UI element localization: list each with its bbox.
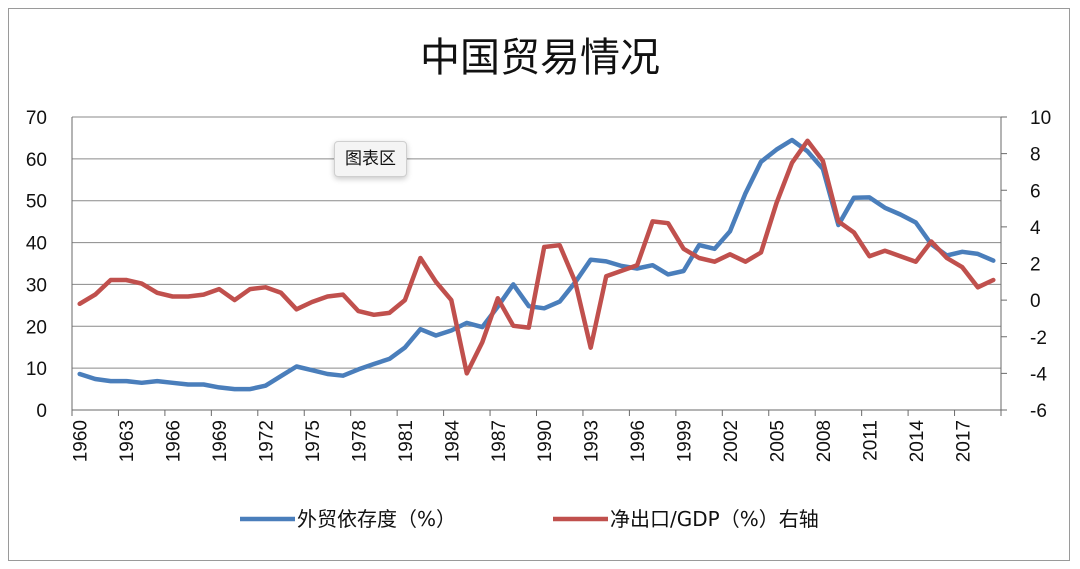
left-tick-label: 10 <box>26 359 47 380</box>
x-tick-label: 1972 <box>257 420 278 462</box>
x-tick-label: 1984 <box>442 420 463 463</box>
right-axis-ticks: -6 -4 -2 0 2 4 6 8 10 <box>1001 108 1051 422</box>
right-tick-label: -6 <box>1030 401 1047 422</box>
left-tick-label: 0 <box>36 401 47 422</box>
left-axis-ticks: 0 10 20 30 40 50 60 70 <box>26 108 47 422</box>
gridlines <box>72 116 1001 369</box>
right-tick-label: 10 <box>1030 108 1051 129</box>
left-tick-label: 70 <box>26 108 47 129</box>
x-tick-label: 2014 <box>907 420 928 463</box>
x-tick-label: 1987 <box>489 420 510 462</box>
x-tick-label: 2008 <box>814 420 835 462</box>
series-layer <box>77 137 996 392</box>
right-tick-label: 4 <box>1030 218 1041 239</box>
x-tick-label: 1969 <box>210 420 231 462</box>
left-tick-label: 60 <box>26 150 47 171</box>
right-tick-label: -4 <box>1030 364 1047 385</box>
chart-area-tooltip: 图表区 <box>334 141 407 177</box>
right-tick-label: 8 <box>1030 145 1041 166</box>
left-tick-label: 50 <box>26 192 47 213</box>
x-tick-label: 2002 <box>721 420 742 462</box>
x-tick-label: 1993 <box>582 420 603 462</box>
left-tick-label: 30 <box>26 275 47 296</box>
x-tick-label: 1975 <box>303 420 324 462</box>
legend-label-2: 净出口/GDP（%）右轴 <box>610 507 819 531</box>
x-tick-label: 1960 <box>71 420 92 462</box>
right-tick-label: 6 <box>1030 181 1041 202</box>
x-tick-label: 1990 <box>535 420 556 462</box>
x-tick-label: 1963 <box>117 420 138 462</box>
x-tick-label: 2017 <box>953 420 974 462</box>
legend-label-1: 外贸依存度（%） <box>297 507 456 531</box>
x-tick-label: 1966 <box>164 420 185 462</box>
right-tick-label: 0 <box>1030 291 1041 312</box>
x-tick-label: 1978 <box>349 420 370 462</box>
x-tick-label: 2005 <box>767 420 788 462</box>
chart-title: 中国贸易情况 <box>420 35 660 81</box>
x-tick-label: 2011 <box>860 420 881 461</box>
right-tick-label: 2 <box>1030 255 1041 276</box>
x-tick-label: 1996 <box>628 420 649 462</box>
x-tick-label: 1981 <box>396 420 417 462</box>
legend: 外贸依存度（%） 净出口/GDP（%）右轴 <box>240 507 819 531</box>
series-line-1[interactable] <box>77 137 996 392</box>
x-axis: 1960 1963 1966 1969 1972 1975 1978 1981 1984 1987… <box>71 117 1002 463</box>
left-tick-label: 20 <box>26 317 47 338</box>
x-tick-label: 1999 <box>675 420 696 462</box>
series-line-2[interactable] <box>77 138 996 376</box>
right-tick-label: -2 <box>1030 328 1047 349</box>
left-tick-label: 40 <box>26 234 47 255</box>
